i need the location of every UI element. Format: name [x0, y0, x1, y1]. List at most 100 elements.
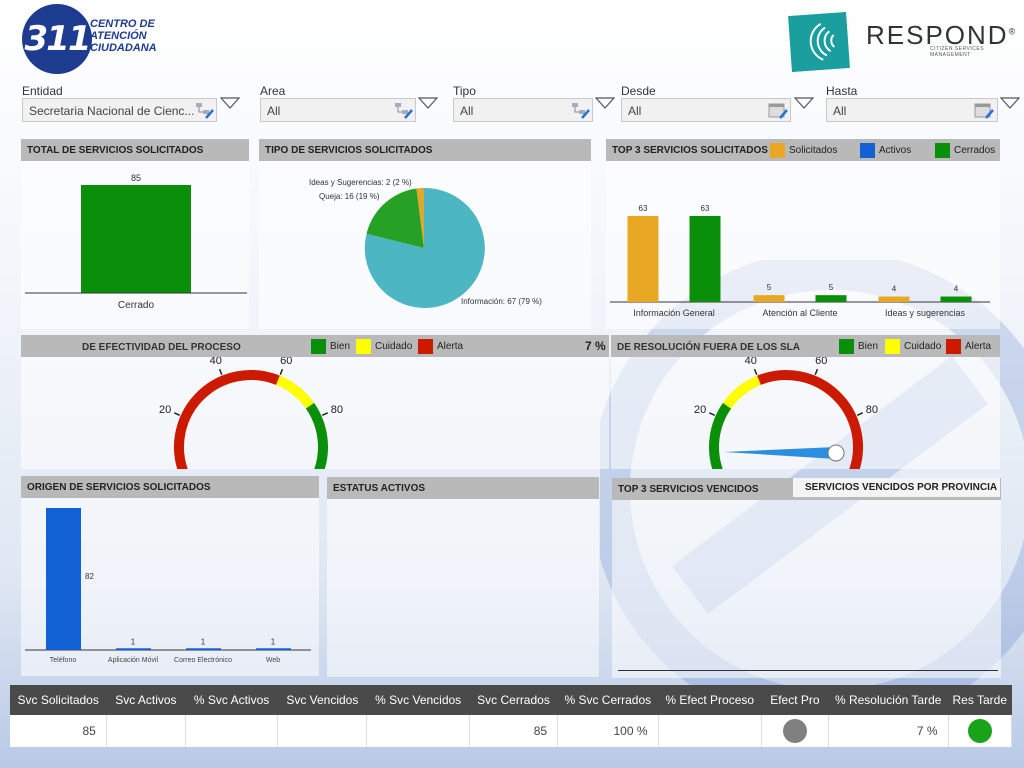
cell-pct-efect-proceso [658, 715, 762, 747]
legend-swatch-green [839, 339, 854, 354]
gauge-tick-label: 40 [210, 357, 222, 367]
data-label: 1 [201, 637, 206, 646]
data-label: 5 [767, 283, 772, 292]
pie-slice-queja[interactable] [366, 188, 425, 249]
legend-alerta: Alerta [418, 339, 463, 354]
legend-swatch-red [946, 339, 961, 354]
chevron-down-icon[interactable] [418, 96, 438, 110]
bar-origen-3[interactable] [256, 648, 291, 650]
legend-swatch-red [418, 339, 433, 354]
panel-title-origen: ORIGEN DE SERVICIOS SOLICITADOS [21, 476, 319, 498]
col-pct-svc-cerrados[interactable]: % Svc Cerrados [557, 685, 658, 715]
calendar-edit-icon[interactable] [768, 101, 788, 119]
gauge-tick-label: 80 [866, 404, 878, 416]
hierarchy-edit-icon[interactable] [393, 101, 413, 119]
col-pct-efect-proceso[interactable]: % Efect Proceso [658, 685, 762, 715]
legend-solicitados: Solicitados [770, 143, 837, 158]
panel-title-top3: TOP 3 SERVICIOS SOLICITADOS [606, 139, 1000, 161]
gauge-band-cuidado [722, 375, 762, 409]
gauge-band-bien [709, 402, 732, 469]
efectividad-gauge: 020406080100 [21, 357, 609, 469]
gauge-band-bien [305, 402, 328, 469]
gauge-tick-label: 40 [745, 357, 757, 367]
panel-title-estatus: ESTATUS ACTIVOS [327, 477, 599, 499]
bar-cerrados-0[interactable] [689, 216, 721, 302]
pie-slice-ideas[interactable] [416, 188, 425, 248]
desde-date-input[interactable]: All [621, 98, 791, 122]
legend-swatch-yellow [885, 339, 900, 354]
entidad-select[interactable]: Secretaria Nacional de Cienc... [22, 98, 217, 122]
col-svc-vencidos[interactable]: Svc Vencidos [277, 685, 367, 715]
bar-origen-2[interactable] [186, 648, 221, 650]
data-label: 1 [271, 637, 276, 646]
x-axis [618, 670, 998, 671]
col-svc-activos[interactable]: Svc Activos [106, 685, 186, 715]
summary-table: Svc Solicitados Svc Activos % Svc Activo… [10, 685, 1013, 747]
legend-activos: Activos [860, 143, 911, 158]
filter-label: Tipo [453, 84, 476, 98]
tab-vencidos-provincia[interactable]: SERVICIOS VENCIDOS POR PROVINCIA [793, 478, 1000, 497]
bar-solicitados-1[interactable] [753, 295, 785, 302]
filter-entidad: Entidad Secretaria Nacional de Cienc... [22, 84, 242, 124]
gauge-band-cuidado [275, 375, 315, 409]
respond-logo-text: RESPOND® [866, 20, 1018, 50]
legend-cuidado: Cuidado [885, 339, 941, 354]
data-label: 5 [829, 283, 834, 292]
bar-solicitados-2[interactable] [878, 296, 910, 302]
bar-origen-1[interactable] [116, 648, 151, 650]
data-label: 4 [892, 285, 897, 294]
gauge-tick-label: 60 [280, 357, 292, 367]
respond-logo-subtitle: CITIZEN SERVICES MANAGEMENT [930, 46, 985, 58]
pie-label-queja: Queja: 16 (19 %) [319, 192, 380, 201]
chevron-down-icon[interactable] [1000, 96, 1020, 110]
cell-svc-solicitados: 85 [10, 715, 107, 747]
chevron-down-icon[interactable] [595, 96, 615, 110]
bar-cerrado[interactable] [81, 185, 191, 293]
col-pct-resolucion-tarde[interactable]: % Resolución Tarde [828, 685, 949, 715]
filter-tipo: Tipo All [453, 84, 618, 124]
pie-slice-informacion[interactable] [364, 187, 485, 308]
bar-cerrados-2[interactable] [940, 296, 972, 302]
panel-header-resolucion [611, 335, 1000, 357]
gauge-tick [814, 368, 819, 375]
panel-title-resolucion: DE RESOLUCIÓN FUERA DE LOS SLA [617, 342, 800, 353]
estatus-panel [327, 499, 599, 677]
legend-bien: Bien [311, 339, 350, 354]
panel-title-efectividad: DE EFECTIVIDAD DEL PROCESO [82, 342, 241, 353]
chevron-down-icon[interactable] [794, 96, 814, 110]
cell-svc-vencidos [277, 715, 368, 747]
gauge-tick [321, 412, 329, 416]
tick-label: Teléfono [50, 657, 77, 664]
bar-origen-0[interactable] [46, 508, 81, 650]
bar-cerrados-1[interactable] [815, 295, 847, 302]
legend-swatch-blue [860, 143, 875, 158]
legend-swatch-green [311, 339, 326, 354]
col-efect-pro[interactable]: Efect Pro [761, 685, 829, 715]
chevron-down-icon[interactable] [220, 96, 240, 110]
table-row: 85 85 100 % 7 % [10, 715, 1013, 747]
top3-bar-chart: Información General Atención al Cliente … [606, 161, 1000, 329]
cell-efect-pro [761, 715, 829, 747]
col-pct-svc-vencidos[interactable]: % Svc Vencidos [366, 685, 470, 715]
data-label: 4 [954, 285, 959, 294]
bar-solicitados-0[interactable] [627, 216, 659, 302]
col-pct-svc-activos[interactable]: % Svc Activos [185, 685, 278, 715]
gauge-tick-label: 60 [815, 357, 827, 367]
gauge-needle-hub [827, 444, 845, 462]
gauge-tick-label: 20 [159, 404, 171, 416]
hierarchy-edit-icon[interactable] [570, 101, 590, 119]
tick-label: Web [266, 657, 280, 664]
filter-hasta: Hasta All [826, 84, 1021, 124]
tick-label: Ideas y sugerencias [885, 308, 966, 318]
col-svc-cerrados[interactable]: Svc Cerrados [469, 685, 558, 715]
hasta-date-input[interactable]: All [826, 98, 998, 122]
calendar-edit-icon[interactable] [974, 101, 994, 119]
col-svc-solicitados[interactable]: Svc Solicitados [10, 685, 107, 715]
col-res-tarde[interactable]: Res Tarde [948, 685, 1012, 715]
tick-label: Aplicación Móvil [108, 657, 159, 664]
hierarchy-edit-icon[interactable] [194, 101, 214, 119]
area-select[interactable]: All [260, 98, 416, 122]
cell-pct-resolucion-tarde: 7 % [828, 715, 949, 747]
tipo-select[interactable]: All [453, 98, 593, 122]
origen-bar-chart: Teléfono Aplicación Móvil Correo Electró… [21, 498, 319, 676]
